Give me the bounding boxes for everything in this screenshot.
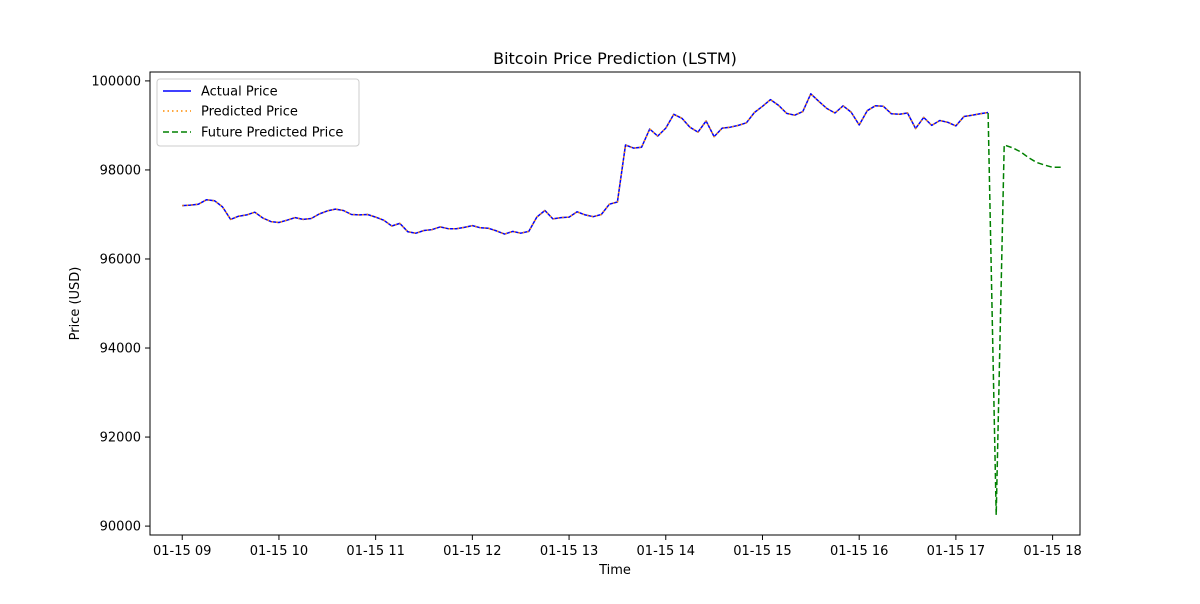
x-tick-label: 01-15 17 <box>927 544 985 559</box>
legend-label-actual-price: Actual Price <box>201 85 278 100</box>
legend-label-predicted-price: Predicted Price <box>201 105 298 120</box>
legend-box <box>156 78 360 147</box>
x-tick-label: 01-15 18 <box>1023 544 1081 559</box>
x-tick-label: 01-15 12 <box>443 544 501 559</box>
y-tick-label: 100000 <box>91 74 141 89</box>
x-tick-label: 01-15 15 <box>733 544 791 559</box>
y-tick-label: 96000 <box>100 252 141 267</box>
chart-title: Bitcoin Price Prediction (LSTM) <box>493 49 737 68</box>
y-tick-label: 94000 <box>100 342 141 357</box>
plot-area <box>182 93 1061 516</box>
plot-frame <box>149 71 1081 536</box>
x-tick-label: 01-15 10 <box>250 544 308 559</box>
y-tick-label: 98000 <box>100 163 141 178</box>
y-axis-label: Price (USD) <box>68 267 83 341</box>
y-tick-label: 90000 <box>100 520 141 535</box>
x-tick-label: 01-15 11 <box>346 544 404 559</box>
x-tick-label: 01-15 09 <box>153 544 211 559</box>
x-axis: 01-15 09 01-15 10 01-15 11 01-15 12 01-15 13… <box>153 535 1082 559</box>
legend-label-future-predicted-price: Future Predicted Price <box>201 126 343 141</box>
x-tick-label: 01-15 16 <box>830 544 888 559</box>
x-tick-label: 01-15 14 <box>637 544 695 559</box>
y-tick-label: 92000 <box>100 431 141 446</box>
x-axis-label: Time <box>598 563 631 578</box>
y-axis: 90000 92000 94000 96000 98000 100000 <box>91 74 150 535</box>
x-tick-label: 01-15 13 <box>540 544 598 559</box>
series-line-future-predicted-price <box>987 112 1061 516</box>
legend: Actual Price Predicted Price Future Pred… <box>156 78 360 147</box>
series-line-actual-price <box>182 93 989 235</box>
